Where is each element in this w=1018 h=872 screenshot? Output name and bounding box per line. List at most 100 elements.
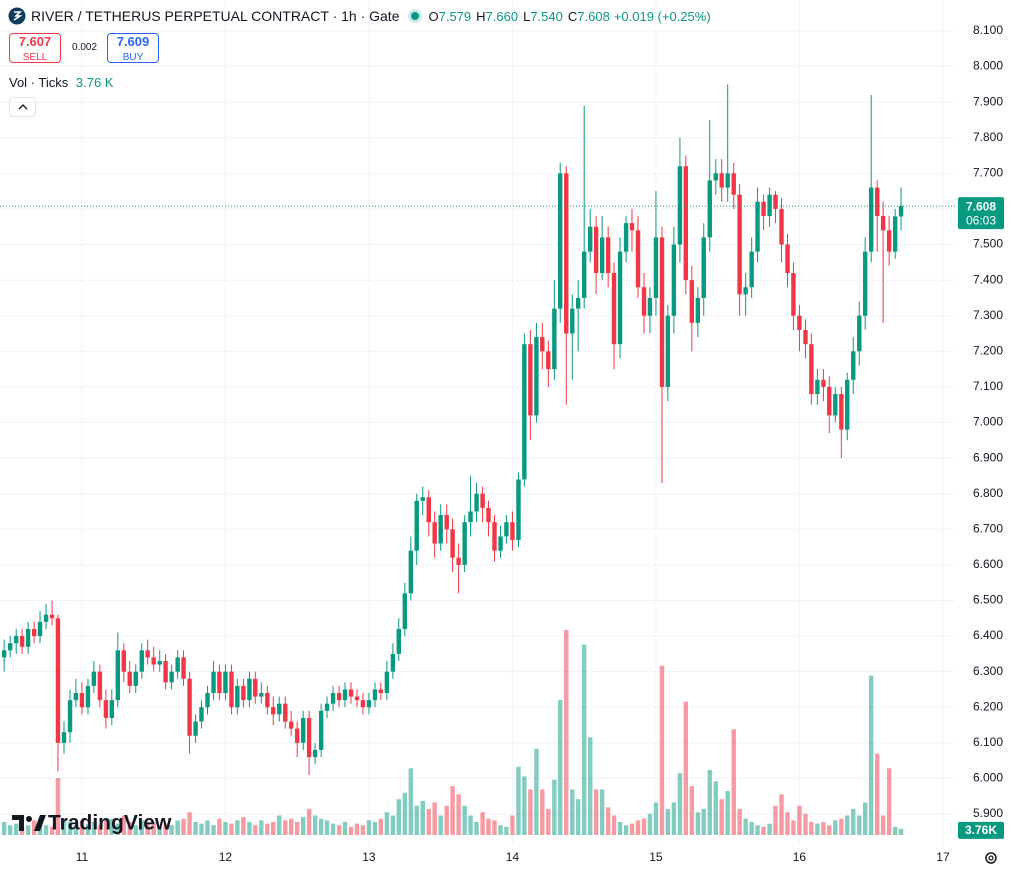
candle-body (558, 173, 563, 309)
volume-bar (253, 825, 258, 835)
candle-body (474, 493, 479, 512)
volume-bar (701, 808, 706, 835)
candle-body (516, 479, 521, 540)
volume-bar (862, 802, 868, 835)
y-tick-label: 6.300 (973, 664, 1003, 678)
volume-bar (641, 818, 647, 835)
candle-body (7, 643, 13, 651)
volume-bar (163, 823, 168, 835)
volume-bar (528, 789, 533, 835)
ohlc-label: O (428, 8, 439, 24)
candle-body (791, 273, 796, 316)
volume-bar (103, 820, 109, 835)
y-tick-label: 6.700 (973, 521, 1003, 535)
candle-body (181, 657, 186, 679)
symbol-title[interactable]: RIVER / TETHERUS PERPETUAL CONTRACT · 1h… (31, 8, 400, 24)
volume-bar (247, 821, 252, 835)
last-price-tag (958, 197, 1004, 230)
volume-bar (205, 820, 210, 835)
volume-bar (581, 644, 587, 835)
volume-bar (570, 789, 575, 835)
x-tick-label: 14 (506, 850, 520, 864)
volume-bar (839, 818, 844, 835)
candle-body (265, 693, 270, 708)
collapse-button[interactable] (9, 97, 36, 117)
candle-body (223, 671, 228, 694)
market-status (411, 12, 420, 20)
volume-bar (73, 825, 79, 835)
sell-button[interactable]: 7.607 SELL (9, 33, 61, 63)
volume-bar (43, 825, 49, 835)
volume-bar (378, 818, 384, 835)
candle-body (456, 557, 461, 565)
candle-body (55, 618, 61, 743)
x-tick-label: 11 (76, 850, 89, 864)
volume-bar (719, 799, 724, 835)
volume-bar (223, 821, 228, 835)
candle-body (534, 337, 539, 416)
candle-body (845, 379, 850, 430)
candle-body (833, 394, 838, 416)
candle-body (306, 717, 312, 758)
volume-bar (767, 823, 772, 835)
candle-body (318, 710, 324, 750)
volume-bar (456, 794, 461, 835)
y-tick-label: 7.700 (973, 166, 1003, 180)
volume-bar (288, 818, 294, 835)
candle-body (103, 700, 109, 718)
y-tick-label: 7.800 (973, 130, 1003, 144)
volume-legend-value: 3.76 K (75, 75, 114, 90)
candle-body (14, 636, 19, 644)
candle-body (420, 497, 425, 501)
candle-body (737, 194, 742, 295)
candle-body (785, 244, 790, 274)
candle-body (121, 650, 127, 672)
y-tick-label: 6.900 (973, 450, 1003, 464)
buy-button[interactable]: 7.609 BUY (107, 33, 159, 63)
y-tick-label: 7.300 (973, 308, 1003, 322)
candle-body (43, 614, 49, 622)
volume-bar (67, 821, 73, 835)
volume-bar (564, 630, 569, 835)
candle-body (659, 237, 665, 387)
volume-bar (408, 768, 414, 835)
candle-body (241, 685, 246, 701)
candle-body (294, 728, 300, 743)
x-tick-label: 15 (649, 850, 663, 864)
candle-body (492, 522, 497, 551)
symbol-logo (8, 7, 26, 25)
volume-bar (845, 815, 850, 835)
candle-body (133, 671, 138, 686)
volume-bar (444, 805, 449, 835)
candle-body (528, 344, 533, 416)
candle-body (773, 194, 778, 209)
volume-bar (14, 823, 19, 835)
volume-bar (420, 800, 425, 835)
candle-body (575, 297, 581, 309)
volume-bar (534, 748, 539, 835)
settings-button[interactable] (985, 852, 997, 864)
volume-bar (151, 821, 156, 835)
volume-bar (611, 815, 617, 835)
candle-body (301, 717, 306, 743)
candle-body (49, 614, 55, 619)
candle-body (809, 344, 814, 395)
candle-body (886, 230, 892, 252)
sell-price: 7.607 (18, 34, 52, 49)
candle-body (139, 650, 144, 672)
candle-body (755, 201, 760, 252)
y-tick-label: 5.900 (973, 806, 1003, 820)
volume-bar (892, 826, 898, 835)
candle-body (378, 689, 384, 694)
candle-body (815, 379, 820, 395)
candle-body (277, 703, 282, 715)
volume-bar (31, 820, 37, 835)
volume-bar (827, 825, 832, 835)
candle-body (432, 522, 437, 544)
volume-bar (366, 820, 372, 835)
candle-body (695, 297, 701, 323)
volume-bar (857, 815, 862, 835)
candle-body (821, 379, 826, 387)
candle-body (193, 721, 198, 736)
